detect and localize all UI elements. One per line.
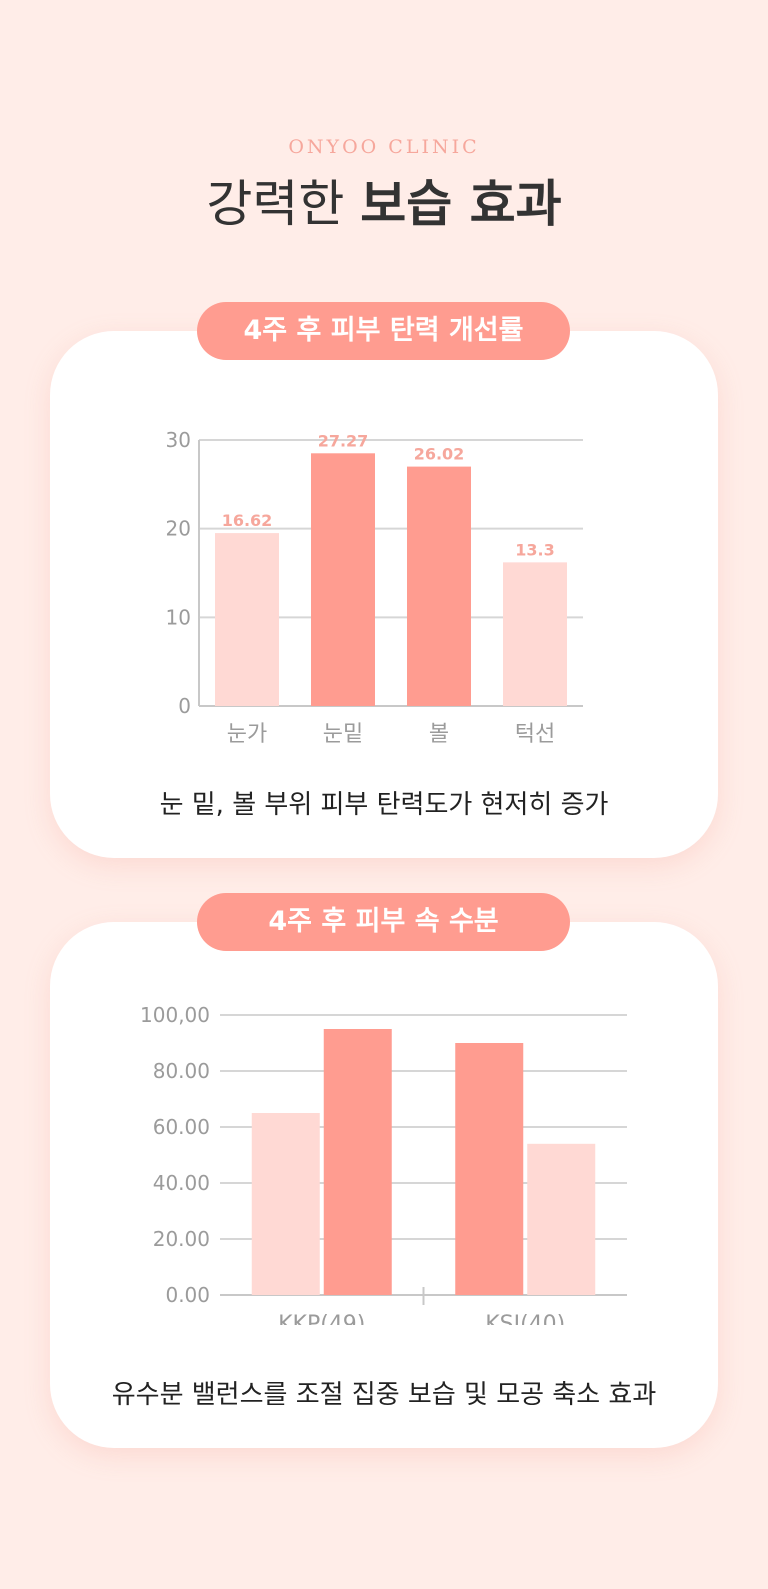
y-tick-label: 10 <box>166 605 191 629</box>
brand-name: ONYOO CLINIC <box>288 136 480 158</box>
elasticity-card <box>50 331 718 858</box>
data-label: 13.3 <box>515 540 554 559</box>
data-label: 26.02 <box>414 445 465 464</box>
y-tick-label: 0.00 <box>165 1283 210 1307</box>
x-tick-label: 턱선 <box>515 722 555 747</box>
bar-2-2 <box>527 1143 596 1295</box>
y-tick-label: 30 <box>166 428 191 452</box>
data-label: 27.27 <box>318 431 369 450</box>
y-tick-label: 0 <box>178 694 191 718</box>
elasticity-bar-chart: 0 10 20 30 16.62 눈가 27.27 눈밑 26.02 볼 13.3 턱선 <box>166 428 583 747</box>
bar-4 <box>503 562 567 706</box>
data-label: 16.62 <box>222 511 273 530</box>
headline-bold: 보습 효과 <box>360 175 562 233</box>
bar-2 <box>311 453 375 706</box>
x-tick-label: 눈밑 <box>323 722 363 747</box>
bar-1 <box>215 533 279 706</box>
bar-1-1 <box>251 1113 320 1295</box>
headline-light: 강력한 <box>206 175 345 233</box>
y-tick-label: 60.00 <box>153 1115 210 1139</box>
elasticity-title-pill: 4주 후 피부 탄력 개선률 <box>197 302 570 360</box>
page-headline: 강력한 보습 효과 <box>0 172 768 236</box>
bar-1-2 <box>323 1029 392 1295</box>
x-tick-label: KKP(49) <box>278 1312 365 1325</box>
moisture-bar-chart: 0.00 20.00 40.00 60.00 80.00 100,00 KKP(49) KSJ… <box>140 1003 627 1325</box>
moisture-caption: 유수분 밸런스를 조절 집중 보습 및 모공 축소 효과 <box>111 1380 657 1410</box>
x-tick-label: 눈가 <box>227 722 267 747</box>
elasticity-caption: 눈 밑, 볼 부위 피부 탄력도가 현저히 증가 <box>159 790 609 820</box>
y-tick-label: 20.00 <box>153 1227 210 1251</box>
y-tick-label: 40.00 <box>153 1171 210 1195</box>
y-tick-label: 20 <box>166 517 191 541</box>
moisture-title-pill: 4주 후 피부 속 수분 <box>197 893 570 951</box>
bar-3 <box>407 466 471 706</box>
y-tick-label: 80.00 <box>153 1059 210 1083</box>
bar-2-1 <box>455 1043 524 1295</box>
x-tick-label: KSJ(40) <box>485 1312 565 1325</box>
y-tick-label: 100,00 <box>140 1003 210 1027</box>
x-tick-label: 볼 <box>429 722 449 747</box>
